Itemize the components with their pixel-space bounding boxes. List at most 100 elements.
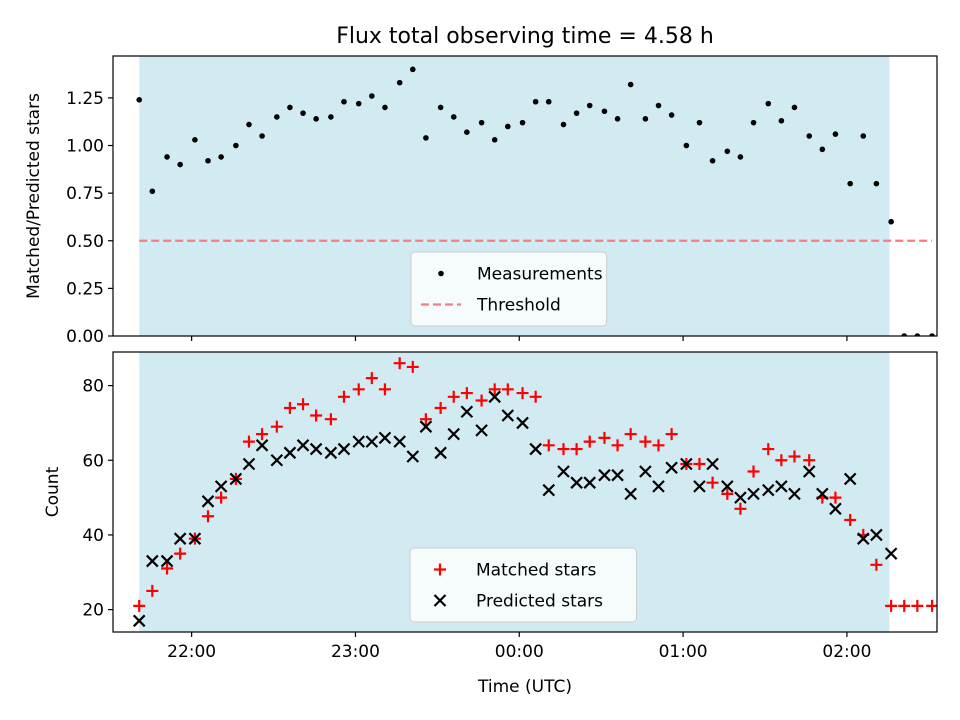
predicted-stars-point — [624, 487, 637, 501]
predicted-stars-point — [747, 487, 760, 501]
predicted-stars-point — [829, 502, 842, 516]
measurements-point — [218, 154, 224, 160]
matched-stars-point — [911, 599, 924, 612]
predicted-stars-point — [160, 554, 174, 568]
x-tick-label: 22:00 — [167, 642, 216, 662]
measurements-point — [627, 81, 634, 88]
matched-stars-point — [693, 458, 706, 470]
predicted-stars-point — [255, 439, 269, 452]
predicted-stars-point — [460, 405, 474, 419]
predicted-stars-point — [639, 465, 652, 478]
matched-stars-point — [337, 390, 350, 403]
x-tick-label: 02:00 — [822, 642, 871, 662]
measurements-point — [246, 121, 252, 128]
measurements-point — [545, 98, 552, 105]
measurements-point — [313, 116, 319, 122]
measurements-point — [259, 133, 265, 139]
matched-stars-point — [202, 510, 215, 523]
y-axis-label: Matched/Predicted stars — [24, 93, 44, 299]
y-tick-label: 80 — [82, 377, 104, 397]
predicted-stars-point — [270, 453, 284, 467]
matched-stars-point — [352, 383, 365, 396]
y-tick-label: 0.50 — [66, 232, 104, 252]
matched-stars-point — [174, 547, 187, 560]
predicted-stars-point — [434, 446, 447, 460]
predicted-stars-point — [816, 487, 829, 501]
matched-stars-point — [885, 599, 898, 612]
matched-stars-point — [365, 372, 378, 385]
matched-stars-point — [747, 465, 760, 478]
matched-stars-point — [829, 491, 842, 504]
y-tick-label: 0.25 — [66, 279, 104, 299]
matched-stars-point — [542, 439, 555, 452]
matched-stars-point — [570, 443, 583, 456]
measurements-point — [355, 100, 362, 107]
measurements-point — [683, 142, 690, 149]
measurements-point — [164, 154, 170, 160]
matched-stars-point — [665, 428, 678, 441]
legend-measurements-swatch — [438, 270, 444, 277]
measurements-point — [642, 116, 649, 122]
measurements-point — [450, 114, 457, 120]
predicted-stars-point — [501, 409, 515, 422]
measurements-point — [177, 161, 183, 168]
y-tick-label: 20 — [82, 601, 104, 621]
predicted-stars-point — [488, 390, 501, 404]
data-layer — [136, 66, 935, 336]
matched-stars-point — [270, 420, 283, 433]
measurements-point — [586, 102, 593, 109]
measurements-point — [519, 119, 526, 126]
measurements-point — [901, 333, 908, 336]
matched-stars-point — [775, 454, 788, 467]
matched-stars-point — [434, 402, 447, 414]
matched-stars-point — [734, 502, 747, 515]
measurements-point — [328, 114, 334, 120]
matched-stars-point — [611, 439, 624, 452]
predicted-stars-point — [378, 431, 392, 445]
measurements-point — [750, 119, 757, 126]
matched-stars-point — [393, 357, 406, 370]
legend-measurements-label: Measurements — [477, 265, 603, 285]
measurements-point — [888, 218, 894, 225]
measurements-point — [504, 123, 511, 130]
matched-stars-point — [844, 514, 857, 526]
measurements-point — [819, 146, 826, 153]
predicted-stars-point — [583, 476, 596, 489]
axes-frame — [112, 351, 938, 633]
predicted-stars-point — [680, 457, 693, 471]
measurements-point — [847, 180, 853, 187]
measurements-point — [573, 110, 580, 116]
measurements-point — [929, 333, 935, 336]
measurements-point — [655, 102, 662, 109]
matched-stars-point — [475, 394, 488, 407]
predicted-stars-point — [706, 457, 719, 471]
predicted-stars-point — [242, 457, 256, 471]
legend-box — [410, 251, 608, 327]
matched-stars-point — [762, 443, 775, 456]
measurements-point — [791, 104, 798, 111]
predicted-stars-point — [652, 480, 665, 493]
predicted-stars-point — [324, 446, 338, 460]
measurements-point — [737, 154, 744, 160]
measurements-point — [668, 112, 675, 118]
axes-frame — [112, 55, 938, 337]
measurements-point — [205, 157, 211, 164]
count-panel: 20 40 60 80 22:00 23:00 00:00 01:00 02:00 Count Ma… — [43, 351, 938, 662]
measurements-point — [396, 79, 403, 86]
matched-stars-point — [870, 558, 883, 571]
predicted-stars-point — [516, 416, 529, 430]
measurements-point — [369, 93, 375, 99]
matched-stars-point — [146, 584, 159, 597]
measurements-point — [192, 137, 198, 143]
matched-stars-point — [624, 428, 637, 441]
matched-stars-point — [447, 390, 460, 403]
legend-box — [409, 547, 637, 623]
matched-stars-point — [215, 491, 228, 504]
measurements-point — [560, 121, 567, 128]
predicted-stars-point — [146, 554, 159, 568]
y-axis-label: Count — [43, 466, 63, 517]
measurements-point — [136, 97, 143, 103]
matched-stars-point — [460, 387, 473, 400]
legend-matched-stars-swatch — [434, 563, 446, 576]
legend-predicted-stars-label: Predicted stars — [476, 592, 603, 612]
